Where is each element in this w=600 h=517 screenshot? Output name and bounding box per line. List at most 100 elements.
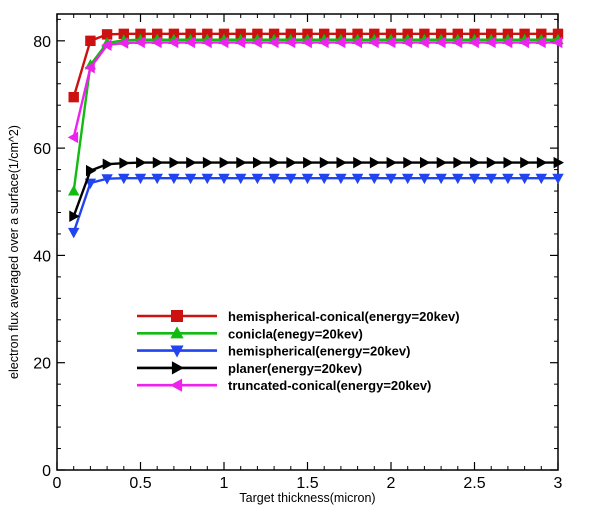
data-point bbox=[85, 164, 97, 177]
data-point bbox=[84, 61, 95, 74]
data-point bbox=[385, 173, 397, 185]
data-point bbox=[184, 173, 197, 185]
data-point bbox=[118, 28, 129, 40]
data-point bbox=[101, 29, 113, 40]
data-point bbox=[435, 36, 446, 49]
data-point bbox=[186, 156, 197, 169]
data-point bbox=[535, 36, 546, 49]
data-point bbox=[67, 131, 79, 144]
data-point bbox=[169, 156, 180, 169]
x-tick-label: 0.5 bbox=[129, 475, 151, 492]
y-axis-title: electron flux averaged over a surface(1/… bbox=[7, 125, 21, 379]
data-point bbox=[435, 173, 447, 185]
series-line bbox=[72, 41, 558, 138]
series-line bbox=[72, 176, 558, 233]
data-point bbox=[485, 36, 496, 49]
legend-item: planer(energy=20kev) bbox=[137, 361, 362, 376]
data-point bbox=[184, 36, 196, 49]
data-point bbox=[218, 173, 230, 185]
data-point bbox=[502, 173, 514, 185]
plot-frame bbox=[56, 13, 559, 471]
data-point bbox=[234, 173, 247, 185]
y-tick-label: 80 bbox=[33, 34, 51, 51]
data-point bbox=[319, 156, 331, 169]
series-5 bbox=[67, 36, 563, 144]
data-point bbox=[168, 173, 180, 185]
data-point bbox=[117, 37, 129, 49]
data-point bbox=[69, 210, 80, 222]
data-point bbox=[136, 156, 147, 169]
data-point bbox=[419, 156, 431, 169]
data-point bbox=[351, 173, 364, 185]
data-point bbox=[385, 36, 396, 49]
legend-marker bbox=[171, 361, 184, 375]
series-2 bbox=[67, 33, 564, 196]
data-point bbox=[453, 156, 464, 169]
data-point bbox=[486, 156, 498, 169]
y-tick-label: 40 bbox=[33, 248, 51, 265]
data-point bbox=[219, 156, 230, 169]
data-point bbox=[485, 173, 497, 185]
x-tick-label: 1.5 bbox=[296, 475, 318, 492]
data-point bbox=[401, 173, 414, 185]
x-axis-title: Target thickness(micron) bbox=[239, 491, 375, 505]
data-point bbox=[418, 36, 429, 49]
y-tick-label: 0 bbox=[42, 463, 51, 480]
data-point bbox=[251, 36, 262, 49]
data-point bbox=[269, 156, 281, 169]
data-point bbox=[252, 156, 264, 169]
data-point bbox=[67, 227, 80, 239]
data-point bbox=[501, 36, 513, 49]
legend-label: hemispherical-conical(energy=20kev) bbox=[228, 309, 460, 324]
legend-marker bbox=[171, 310, 183, 322]
data-point bbox=[418, 173, 431, 185]
data-point bbox=[318, 36, 329, 49]
data-point bbox=[152, 156, 164, 169]
data-point bbox=[301, 173, 314, 185]
legend-marker bbox=[170, 345, 184, 358]
data-point bbox=[118, 173, 130, 185]
legend-item: hemispherical(energy=20kev) bbox=[137, 344, 410, 359]
data-point bbox=[386, 156, 397, 169]
data-point bbox=[268, 173, 280, 185]
data-point bbox=[518, 173, 531, 185]
legend-label: planer(energy=20kev) bbox=[228, 361, 362, 376]
data-point bbox=[368, 173, 381, 185]
data-point bbox=[335, 173, 347, 185]
data-point bbox=[134, 36, 145, 49]
data-point bbox=[202, 156, 214, 169]
data-point bbox=[318, 173, 330, 185]
data-point bbox=[336, 156, 347, 169]
x-tick-label: 3 bbox=[554, 475, 563, 492]
data-point bbox=[451, 36, 463, 49]
data-point bbox=[286, 156, 297, 169]
series-line bbox=[72, 161, 558, 217]
legend-item: conicla(enegy=20kev) bbox=[137, 326, 363, 341]
series-group bbox=[67, 28, 564, 239]
data-point bbox=[218, 36, 229, 49]
legend-marker bbox=[170, 378, 183, 392]
data-point bbox=[351, 36, 363, 49]
data-point bbox=[552, 36, 563, 49]
legend-label: hemispherical(energy=20kev) bbox=[228, 344, 410, 359]
y-tick-label: 20 bbox=[33, 356, 51, 373]
data-point bbox=[536, 156, 548, 169]
data-point bbox=[403, 156, 414, 169]
data-point bbox=[535, 173, 548, 185]
data-point bbox=[151, 173, 163, 185]
legend-item: truncated-conical(energy=20kev) bbox=[137, 378, 431, 393]
data-point bbox=[268, 36, 279, 49]
data-point bbox=[503, 156, 514, 169]
data-point bbox=[468, 36, 479, 49]
legend-marker bbox=[170, 326, 184, 339]
data-point bbox=[68, 91, 79, 103]
x-tick-label: 0 bbox=[53, 475, 62, 492]
series-3 bbox=[67, 173, 564, 239]
data-point bbox=[134, 173, 147, 185]
data-point bbox=[284, 36, 296, 49]
data-point bbox=[401, 36, 413, 49]
data-point bbox=[201, 173, 214, 185]
data-point bbox=[119, 157, 130, 169]
data-point bbox=[151, 36, 162, 49]
data-point bbox=[468, 173, 481, 185]
